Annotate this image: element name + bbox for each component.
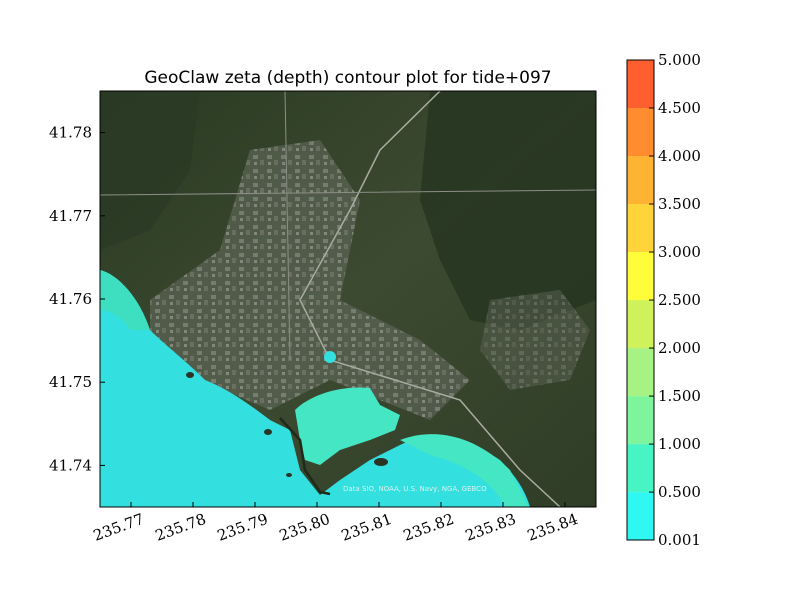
colorbar-segment <box>627 204 654 253</box>
forest-region-west <box>100 91 200 250</box>
rock <box>264 429 272 435</box>
rock <box>286 473 292 477</box>
rock <box>374 458 388 466</box>
y-axis-ticks: 41.74 41.75 41.76 41.77 41.78 <box>49 124 105 474</box>
colorbar-label: 1.500 <box>658 387 701 405</box>
forest-region <box>420 91 596 330</box>
highway <box>299 91 561 507</box>
colorbar-segment <box>627 300 654 349</box>
breakwater <box>279 417 331 496</box>
y-tick-label: 41.77 <box>49 207 92 225</box>
colorbar-label: 4.500 <box>658 99 701 117</box>
urban-area <box>150 140 470 420</box>
colorbar-segment <box>627 348 654 397</box>
shallow-water-east <box>400 434 528 507</box>
x-tick-label: 235.80 <box>277 510 332 545</box>
colorbar-label: 3.500 <box>658 195 701 213</box>
colorbar: 0.001 0.500 1.000 1.500 2.000 2.500 3.000 3.500… <box>626 51 701 549</box>
x-tick-label: 235.83 <box>463 510 518 545</box>
y-tick-label: 41.76 <box>49 290 92 308</box>
shallow-water-west <box>100 270 150 330</box>
colorbar-segment <box>627 396 654 445</box>
colorbar-label: 4.000 <box>658 147 701 165</box>
y-tick-label: 41.78 <box>49 124 92 142</box>
colorbar-label: 2.000 <box>658 339 701 357</box>
colorbar-segment <box>627 492 654 540</box>
x-tick-label: 235.77 <box>91 510 146 545</box>
colorbar-label: 3.000 <box>658 243 701 261</box>
inlet-water <box>324 351 336 363</box>
rock <box>186 372 194 378</box>
x-tick-label: 235.78 <box>153 510 208 545</box>
colorbar-segment <box>627 252 654 301</box>
x-tick-label: 235.84 <box>525 510 580 545</box>
colorbar-label: 1.000 <box>658 435 701 453</box>
map-area: Data SIO, NOAA, U.S. Navy, NGA, GEBCO <box>100 91 596 507</box>
colorbar-label: 5.000 <box>658 51 701 69</box>
map-credit: Data SIO, NOAA, U.S. Navy, NGA, GEBCO <box>343 485 487 493</box>
urban-area-east <box>480 290 590 390</box>
x-axis-ticks: 235.77 235.78 235.79 235.80 235.81 235.82 235.… <box>91 502 580 545</box>
x-tick-label: 235.81 <box>339 510 394 545</box>
colorbar-label: 0.001 <box>658 531 701 549</box>
colorbar-segment <box>627 444 654 493</box>
colorbar-segment <box>627 60 654 109</box>
x-tick-label: 235.79 <box>215 510 270 545</box>
colorbar-segment <box>627 156 654 205</box>
y-tick-label: 41.74 <box>49 456 92 474</box>
x-tick-label: 235.82 <box>401 510 456 545</box>
road <box>100 91 596 361</box>
harbor-water <box>295 387 400 465</box>
chart-title: GeoClaw zeta (depth) contour plot for ti… <box>144 68 551 88</box>
colorbar-label: 2.500 <box>658 291 701 309</box>
colorbar-segment <box>627 108 654 157</box>
y-tick-label: 41.75 <box>49 373 92 391</box>
colorbar-label: 0.500 <box>658 483 701 501</box>
